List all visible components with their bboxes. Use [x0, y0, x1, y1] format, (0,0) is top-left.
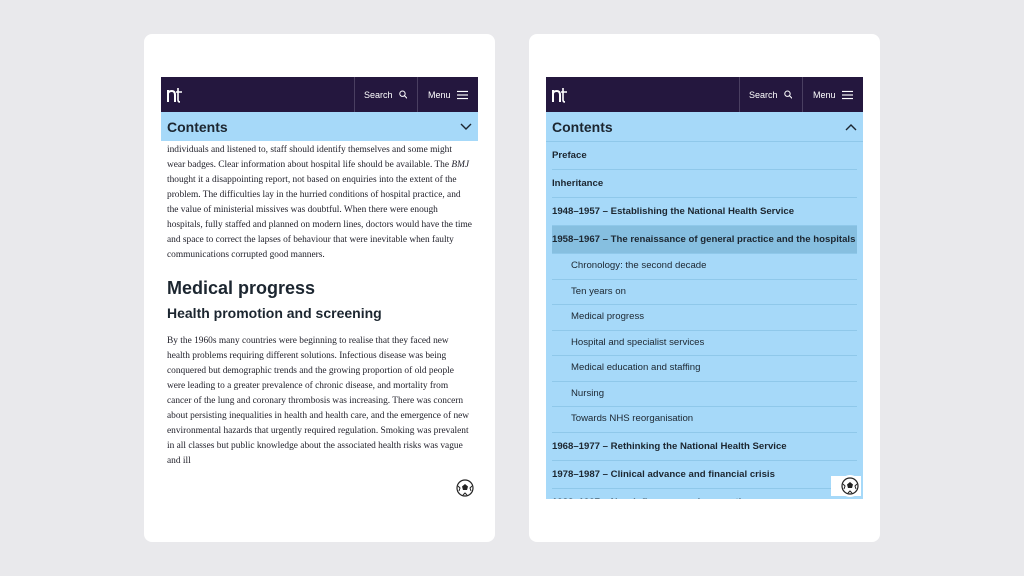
top-navigation-bar: Search Menu [161, 77, 478, 112]
search-icon [398, 90, 407, 99]
top-navigation-bar: Search Menu [546, 77, 863, 112]
search-label: Search [364, 89, 393, 100]
football-icon[interactable] [839, 475, 861, 497]
subsection-heading: Health promotion and screening [167, 305, 382, 321]
toc-item-1948-1957[interactable]: 1948–1957 – Establishing the National He… [552, 198, 857, 226]
menu-label: Menu [428, 89, 451, 100]
section-heading: Medical progress [167, 278, 316, 298]
toc-item-1988-1997[interactable]: 1988–1997 – New influences and new pathw… [552, 489, 857, 500]
hamburger-icon [456, 90, 468, 99]
right-card: Search Menu Contents Pref [529, 34, 880, 542]
toc-item-1968-1977[interactable]: 1968–1977 – Rethinking the National Heal… [552, 433, 857, 461]
toc-subitem-ten-years-on[interactable]: Ten years on [552, 280, 857, 305]
contents-label: Contents [167, 118, 228, 135]
football-glyph [456, 479, 474, 497]
search-label: Search [749, 89, 778, 100]
toc-item-inheritance[interactable]: Inheritance [552, 170, 857, 198]
table-of-contents: Preface Inheritance 1948–1957 – Establis… [546, 142, 863, 499]
phone-article-view: Search Menu Contents indi [161, 77, 478, 499]
toc-subitem-nursing[interactable]: Nursing [552, 382, 857, 407]
contents-toggle[interactable]: Contents [546, 112, 863, 142]
menu-label: Menu [813, 89, 836, 100]
toc-item-1978-1987[interactable]: 1978–1987 – Clinical advance and financi… [552, 461, 857, 489]
menu-button[interactable]: Menu [417, 77, 478, 112]
contents-label: Contents [552, 118, 613, 135]
football-glyph [841, 477, 859, 495]
article-body: individuals and listened to, staff shoul… [161, 141, 478, 469]
phone-contents-view: Search Menu Contents Pref [546, 77, 863, 499]
search-icon [783, 90, 792, 99]
toc-subitem-medical-education[interactable]: Medical education and staffing [552, 356, 857, 382]
logo-icon [552, 87, 567, 103]
intro-paragraph: individuals and listened to, staff shoul… [167, 145, 472, 260]
toc-subitem-hospital-services[interactable]: Hospital and specialist services [552, 331, 857, 356]
toc-item-1958-1967-active[interactable]: 1958–1967 – The renaissance of general p… [552, 226, 857, 254]
chevron-down-icon [460, 123, 472, 130]
nt-logo[interactable] [161, 77, 354, 112]
search-button[interactable]: Search [739, 77, 802, 112]
toc-subitem-nhs-reorganisation[interactable]: Towards NHS reorganisation [552, 407, 857, 433]
nt-logo[interactable] [546, 77, 739, 112]
toc-subitem-medical-progress[interactable]: Medical progress [552, 305, 857, 331]
football-icon[interactable] [454, 477, 476, 499]
contents-toggle[interactable]: Contents [161, 112, 478, 141]
menu-button[interactable]: Menu [802, 77, 863, 112]
bmj-emphasis: BMJ [451, 160, 470, 170]
left-card: Search Menu Contents indi [144, 34, 495, 542]
search-button[interactable]: Search [354, 77, 417, 112]
chevron-up-icon [845, 123, 857, 130]
toc-item-preface[interactable]: Preface [552, 142, 857, 170]
body-paragraph: By the 1960s many countries were beginni… [167, 336, 470, 466]
toc-subitem-chronology[interactable]: Chronology: the second decade [552, 254, 857, 280]
hamburger-icon [841, 90, 853, 99]
logo-icon [167, 87, 182, 103]
